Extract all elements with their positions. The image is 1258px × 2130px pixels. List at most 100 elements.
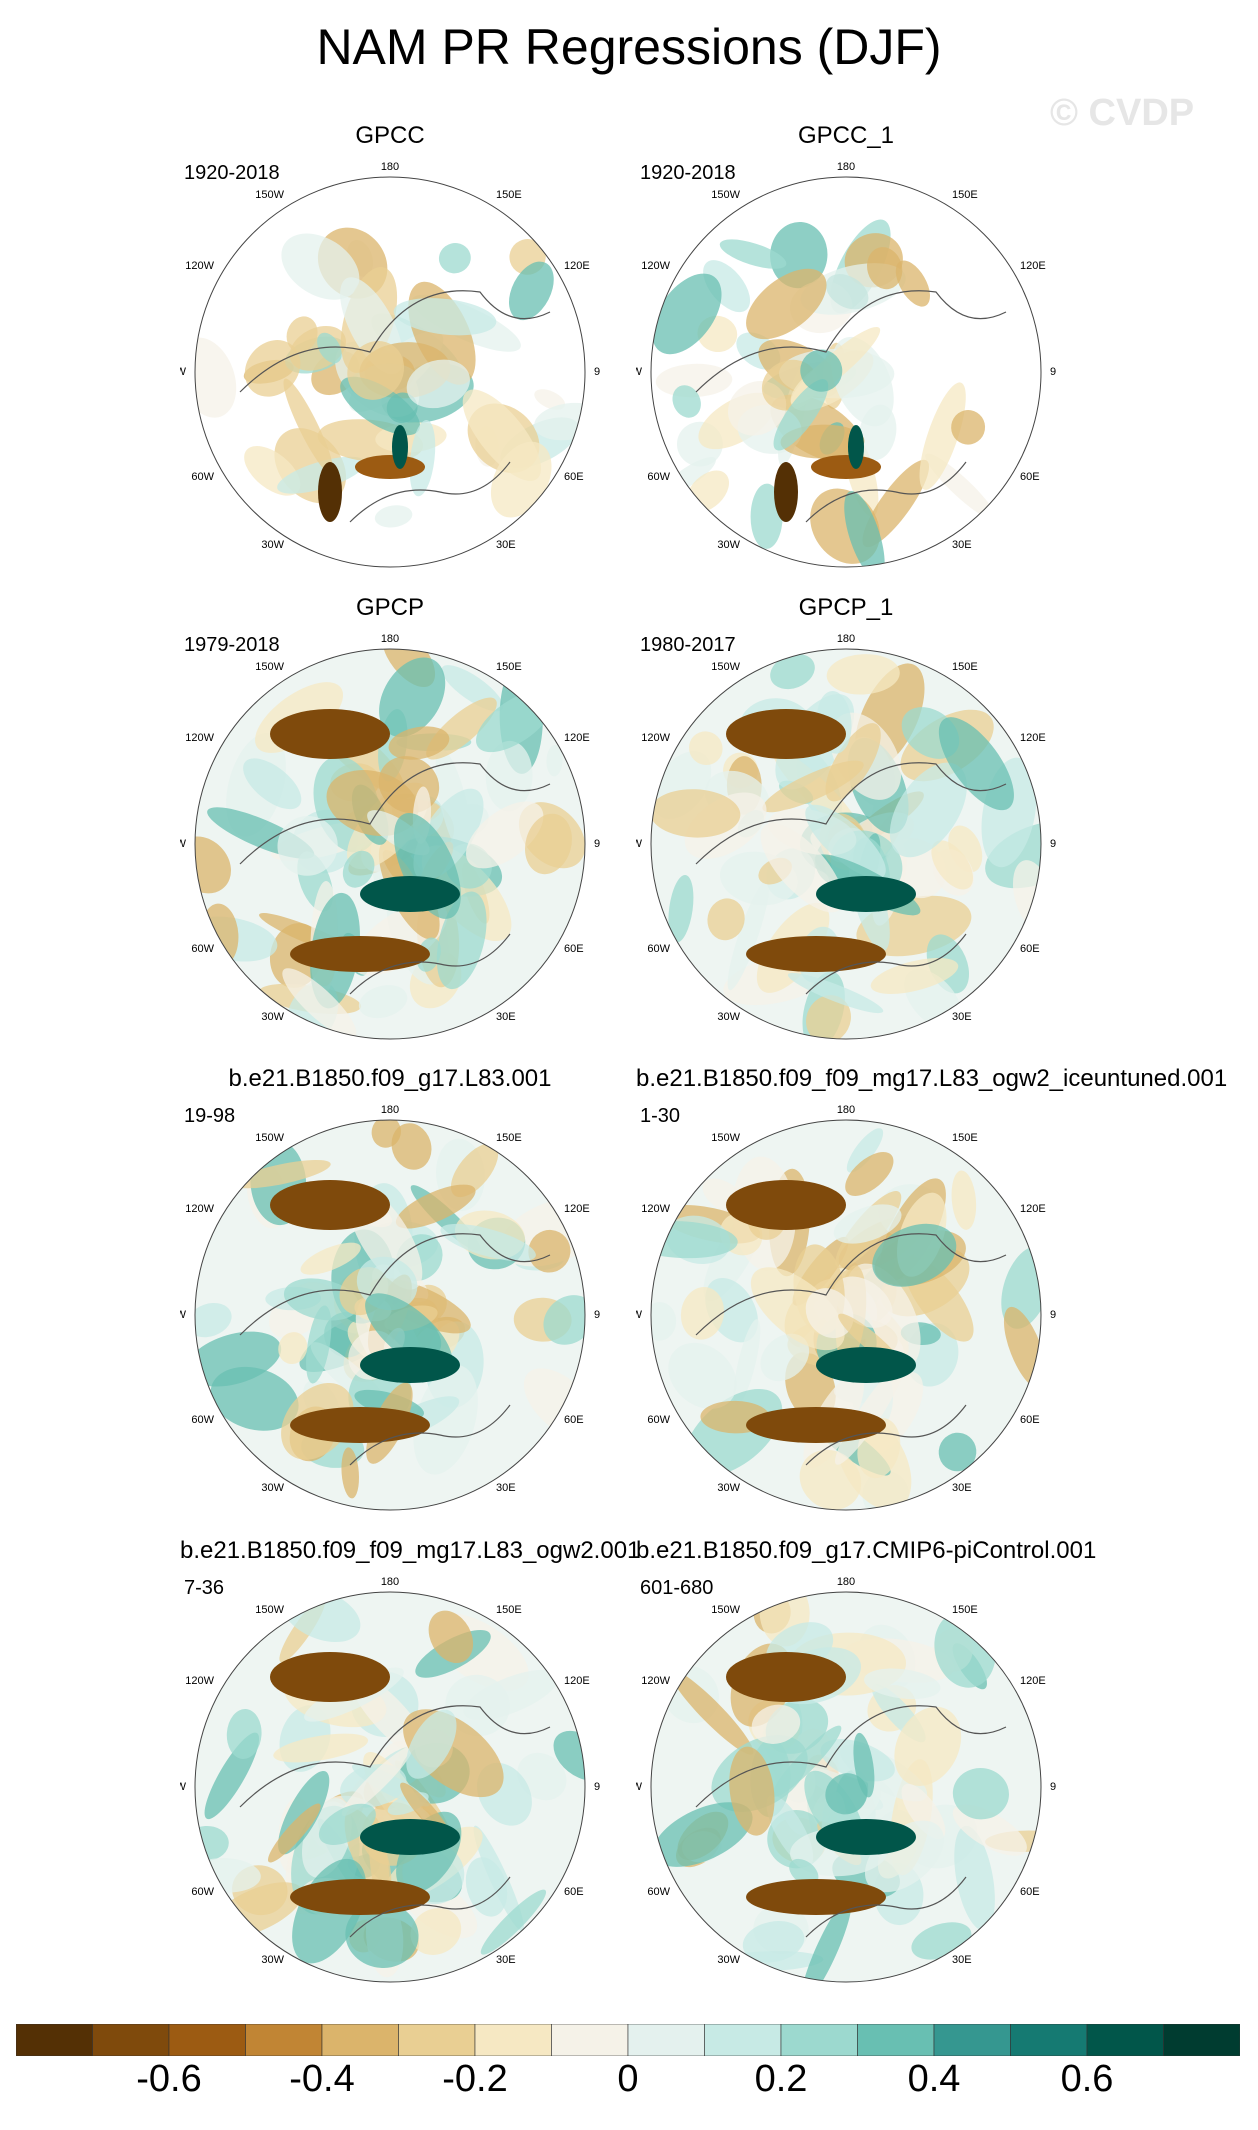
longitude-label: 150W — [255, 189, 284, 201]
colorbar-tick-label: 0.2 — [754, 2058, 808, 2100]
colorbar-segment — [857, 2024, 935, 2056]
map-panel: GPCC_1 1920-2018 180 150E 120E 90E 60E 30E 0 30W 6… — [636, 122, 1056, 572]
map-panel: GPCC 1920-2018 180 150E 120E 90E 60E 30E 0 30W 60W… — [180, 122, 600, 572]
longitude-label: 150E — [496, 1604, 522, 1616]
longitude-label: 60E — [564, 1414, 584, 1426]
longitude-label: 120E — [564, 260, 590, 272]
colorbar-tick-label: -0.6 — [136, 2058, 202, 2100]
longitude-label: 60E — [1020, 1886, 1040, 1898]
longitude-label: 150W — [255, 661, 284, 673]
panel-title: b.e21.B1850.f09_g17.CMIP6-piControl.001 — [636, 1537, 1097, 1564]
longitude-label: 0 — [843, 1986, 849, 1987]
panel-period: 1980-2017 — [640, 634, 736, 656]
longitude-label: 120E — [564, 1203, 590, 1215]
longitude-label: 120W — [641, 732, 670, 744]
longitude-label: 90W — [180, 1309, 187, 1321]
longitude-label: 180 — [381, 1104, 399, 1116]
map-panel: b.e21.B1850.f09_f09_mg17.L83_ogw2_iceunt… — [636, 1065, 1227, 1515]
colorbar-segment — [780, 2024, 858, 2056]
polar-map: 180 150E 120E 90E 60E 30E 0 30W 60W 90W 120W 150W — [636, 633, 1056, 1044]
polar-map: 180 150E 120E 90E 60E 30E 0 30W 60W 90W 120W 150W — [180, 161, 600, 572]
longitude-label: 0 — [387, 571, 393, 572]
colorbar-segment — [1163, 2024, 1240, 2056]
longitude-label: 90W — [636, 1309, 643, 1321]
panel-period: 7-36 — [184, 1577, 225, 1599]
longitude-label: 90E — [594, 838, 600, 850]
longitude-label: 30E — [496, 1011, 516, 1023]
panel-title: GPCP_1 — [798, 594, 894, 621]
longitude-label: 90E — [1050, 366, 1056, 378]
longitude-label: 90W — [180, 366, 187, 378]
colorbar-segment — [245, 2024, 323, 2056]
longitude-label: 0 — [387, 1043, 393, 1044]
longitude-label: 120W — [185, 1675, 214, 1687]
longitude-label: 60E — [564, 471, 584, 483]
colorbar-segment — [92, 2024, 170, 2056]
longitude-label: 90E — [594, 1781, 600, 1793]
panel-period: 19-98 — [184, 1105, 236, 1127]
longitude-label: 120E — [564, 1675, 590, 1687]
figure-title: NAM PR Regressions (DJF) — [316, 19, 942, 75]
colorbar-segment — [933, 2024, 1011, 2056]
longitude-label: 150E — [952, 1604, 978, 1616]
panel-period: 1920-2018 — [640, 162, 736, 184]
colorbar-tick-label: -0.2 — [442, 2058, 508, 2100]
longitude-label: 0 — [843, 571, 849, 572]
colorbar-segment — [168, 2024, 246, 2056]
map-panel: GPCP 1979-2018 180 150E 120E 90E 60E 30E 0 30W 60W… — [180, 594, 600, 1044]
map-panel: GPCP_1 1980-2017 180 150E 120E 90E 60E 30E 0 30W 6… — [636, 594, 1056, 1044]
panel-period: 1920-2018 — [184, 162, 280, 184]
longitude-label: 180 — [381, 1576, 399, 1588]
colorbar-segment — [16, 2024, 93, 2056]
map-panel: b.e21.B1850.f09_f09_mg17.L83_ogw2.001 7-3… — [180, 1537, 641, 1987]
colorbar-segment — [1086, 2024, 1164, 2056]
colorbar-segment — [321, 2024, 399, 2056]
longitude-label: 120W — [185, 732, 214, 744]
longitude-label: 150E — [496, 1132, 522, 1144]
longitude-label: 30E — [952, 1011, 972, 1023]
longitude-label: 0 — [843, 1043, 849, 1044]
longitude-label: 30E — [952, 539, 972, 551]
colorbar-tick-label: 0.6 — [1060, 2058, 1114, 2100]
polar-map: 180 150E 120E 90E 60E 30E 0 30W 60W 90W 120W 150W — [180, 1104, 600, 1515]
longitude-label: 90W — [636, 1781, 643, 1793]
longitude-label: 60E — [564, 1886, 584, 1898]
longitude-label: 120W — [185, 260, 214, 272]
longitude-label: 30E — [496, 1954, 516, 1966]
longitude-label: 60W — [647, 1414, 670, 1426]
longitude-label: 60E — [564, 943, 584, 955]
panel-title: b.e21.B1850.f09_f09_mg17.L83_ogw2.001 — [180, 1537, 641, 1564]
map-panel: b.e21.B1850.f09_g17.L83.001 19-98 180 150E 1… — [180, 1065, 600, 1515]
colorbar-segment — [627, 2024, 705, 2056]
longitude-label: 60E — [1020, 1414, 1040, 1426]
longitude-label: 150E — [952, 661, 978, 673]
longitude-label: 150W — [711, 189, 740, 201]
longitude-label: 90E — [594, 1309, 600, 1321]
longitude-label: 180 — [381, 633, 399, 645]
longitude-label: 30E — [952, 1482, 972, 1494]
longitude-label: 90E — [1050, 1781, 1056, 1793]
longitude-label: 30W — [717, 539, 740, 551]
panel-title: GPCC — [355, 122, 425, 149]
longitude-label: 180 — [837, 161, 855, 173]
cvdp-watermark: © CVDP — [1050, 92, 1195, 134]
longitude-label: 120E — [1020, 1675, 1046, 1687]
longitude-label: 60W — [647, 471, 670, 483]
longitude-label: 60W — [191, 471, 214, 483]
longitude-label: 90E — [1050, 1309, 1056, 1321]
longitude-label: 180 — [837, 1576, 855, 1588]
longitude-label: 60W — [647, 1886, 670, 1898]
colorbar-segment — [398, 2024, 476, 2056]
longitude-label: 30W — [717, 1011, 740, 1023]
longitude-label: 90W — [636, 838, 643, 850]
panel-title: b.e21.B1850.f09_g17.L83.001 — [228, 1065, 552, 1092]
longitude-label: 0 — [387, 1986, 393, 1987]
colorbar-segment — [551, 2024, 629, 2056]
longitude-label: 0 — [843, 1514, 849, 1515]
longitude-label: 60E — [1020, 471, 1040, 483]
longitude-label: 30W — [261, 539, 284, 551]
longitude-label: 90W — [180, 838, 187, 850]
longitude-label: 90W — [180, 1781, 187, 1793]
colorbar-tick-label: 0.4 — [907, 2058, 961, 2100]
longitude-label: 0 — [387, 1514, 393, 1515]
